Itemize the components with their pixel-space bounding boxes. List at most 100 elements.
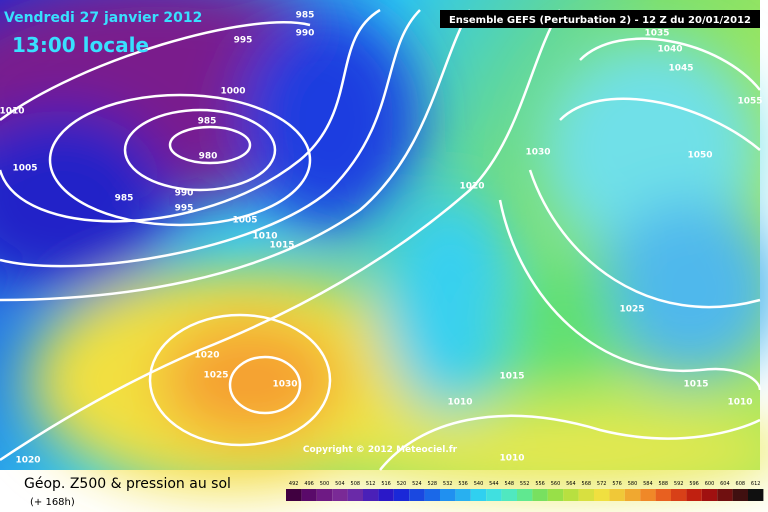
isobar-label: 980 (199, 152, 218, 162)
color-fields (0, 0, 768, 490)
legend-swatch (717, 489, 733, 501)
legend-swatch (455, 489, 471, 501)
legend-swatch (363, 489, 379, 501)
legend-swatch (578, 489, 594, 501)
copyright: Copyright © 2012 Meteociel.fr (303, 445, 458, 455)
isobar-label: 1030 (272, 380, 297, 390)
legend-swatch (440, 489, 456, 501)
legend-swatch (655, 489, 671, 501)
isobar-label: 1015 (683, 380, 708, 390)
legend-swatch (671, 489, 687, 501)
legend-swatch (640, 489, 656, 501)
isobar-label: 1030 (525, 148, 550, 158)
time: 13:00 locale (12, 33, 149, 57)
isobar-label: 985 (296, 11, 315, 21)
legend-value: 544 (489, 481, 499, 487)
legend-swatch (470, 489, 487, 501)
legend-swatch (393, 489, 410, 501)
isobar-label: 1000 (220, 87, 245, 97)
legend-swatch (301, 489, 317, 501)
isobar-label: 1005 (12, 164, 37, 174)
legend-value: 508 (351, 481, 361, 487)
legend-swatch (286, 489, 302, 501)
isobar-label: 1010 (727, 398, 752, 408)
isobar-label: 990 (175, 189, 194, 199)
legend-value: 548 (505, 481, 515, 487)
isobar-label: 1040 (657, 45, 682, 55)
legend-swatch (686, 489, 702, 501)
legend-swatch (547, 489, 564, 501)
legend-value: 612 (751, 481, 761, 487)
isobar-label: 985 (198, 117, 217, 127)
legend: 492 496 500 504 508 512 516 520 524 528 532 536 540 5… (286, 481, 764, 501)
isobar-label: 1025 (619, 305, 644, 315)
legend-value: 536 (458, 481, 468, 487)
legend-value: 528 (428, 481, 438, 487)
legend-value: 564 (566, 481, 576, 487)
legend-value: 532 (443, 481, 453, 487)
legend-swatch (624, 489, 641, 501)
isobar-label: 995 (234, 36, 253, 46)
isobars (0, 8, 762, 471)
legend-value: 568 (582, 481, 592, 487)
legend-value: 608 (736, 481, 746, 487)
legend-value: 524 (412, 481, 422, 487)
footer-subtitle: (+ 168h) (30, 497, 75, 508)
legend-swatch (563, 489, 579, 501)
legend-swatch (424, 489, 440, 501)
legend-swatch (501, 489, 517, 501)
legend-value: 572 (597, 481, 607, 487)
isobar-label: 1055 (737, 97, 762, 107)
isobar-label: 1005 (232, 216, 257, 226)
legend-swatch (748, 489, 764, 501)
isobar-label: 1045 (668, 64, 693, 74)
legend-value: 560 (551, 481, 561, 487)
isobar-label: 1050 (687, 151, 712, 161)
footer-title: Géop. Z500 & pression au sol (24, 476, 231, 492)
legend-value: 500 (320, 481, 330, 487)
legend-swatch (732, 489, 748, 501)
header: Ensemble GEFS (Perturbation 2) - 12 Z du… (449, 15, 751, 26)
legend-value: 512 (366, 481, 376, 487)
legend-swatch (594, 489, 610, 501)
legend-value: 556 (535, 481, 545, 487)
isobar-label: 1020 (15, 456, 40, 466)
date: Vendredi 27 janvier 2012 (4, 10, 202, 26)
legend-value: 596 (689, 481, 699, 487)
isobar-label: 995 (175, 204, 194, 214)
legend-swatch (701, 489, 718, 501)
legend-value: 492 (289, 481, 299, 487)
legend-swatch (409, 489, 425, 501)
legend-swatch (609, 489, 625, 501)
legend-value: 552 (520, 481, 530, 487)
legend-value: 588 (659, 481, 669, 487)
isobar-label: 1010 (0, 107, 25, 117)
legend-swatch (486, 489, 502, 501)
isobar-label: 985 (115, 194, 134, 204)
legend-swatch (517, 489, 533, 501)
legend-swatch (532, 489, 548, 501)
isobar-label: 1020 (459, 182, 484, 192)
isobar-label: 1020 (194, 351, 219, 361)
legend-value: 584 (643, 481, 653, 487)
isobar-label: 1015 (269, 241, 294, 251)
isobar-label: 1010 (499, 454, 524, 464)
isobar-label: 1010 (252, 232, 277, 242)
isobar-label: 1025 (203, 371, 228, 381)
legend-value: 576 (612, 481, 622, 487)
isobar-labels: 985 990 995 1000 985 980 985 990 995 1010 1005 1005… (0, 11, 763, 466)
legend-value: 592 (674, 481, 684, 487)
isobar-label: 1035 (644, 29, 669, 39)
header-box (440, 10, 760, 28)
isobar-label: 1015 (499, 372, 524, 382)
legend-swatch (316, 489, 333, 501)
legend-value: 520 (397, 481, 407, 487)
isobar-label: 990 (296, 29, 315, 39)
legend-swatch (378, 489, 394, 501)
legend-value: 540 (474, 481, 484, 487)
legend-swatch (332, 489, 348, 501)
legend-value: 580 (628, 481, 638, 487)
legend-value: 604 (720, 481, 730, 487)
legend-value: 504 (335, 481, 345, 487)
